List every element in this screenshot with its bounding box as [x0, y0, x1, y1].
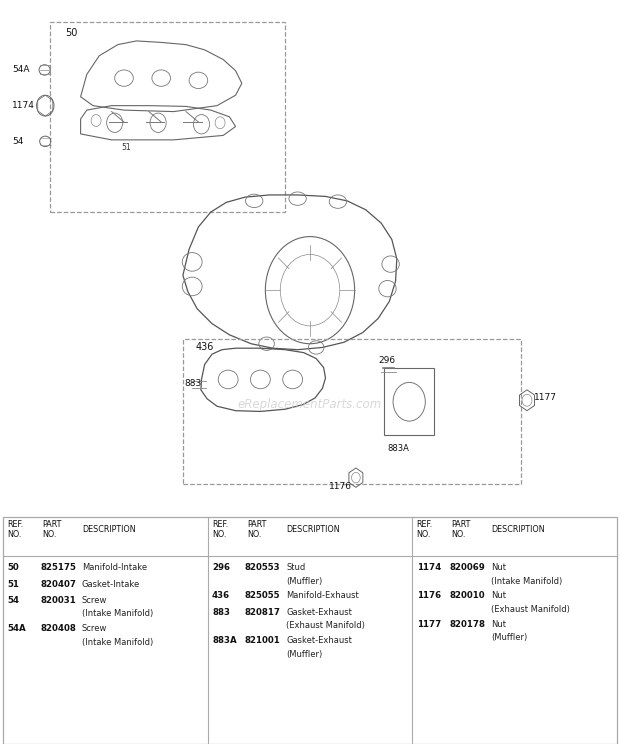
Text: 296: 296 — [212, 563, 230, 572]
Text: NO.: NO. — [212, 530, 226, 539]
Text: 1176: 1176 — [329, 482, 352, 491]
Text: 1177: 1177 — [534, 393, 557, 402]
Text: 820553: 820553 — [245, 563, 280, 572]
Text: NO.: NO. — [42, 530, 56, 539]
Text: REF.: REF. — [7, 520, 24, 529]
Text: 54A: 54A — [7, 624, 26, 633]
Text: 825175: 825175 — [40, 563, 76, 572]
Text: (Exhaust Manifold): (Exhaust Manifold) — [491, 605, 570, 614]
Text: NO.: NO. — [247, 530, 261, 539]
Text: Manifold-Exhaust: Manifold-Exhaust — [286, 591, 359, 600]
Text: (Intake Manifold): (Intake Manifold) — [82, 638, 153, 647]
Text: 54: 54 — [7, 596, 19, 605]
Text: PART: PART — [42, 520, 61, 529]
Text: 820817: 820817 — [245, 608, 281, 617]
Text: 825055: 825055 — [245, 591, 280, 600]
Text: (Muffler): (Muffler) — [286, 577, 322, 586]
Text: 820010: 820010 — [450, 591, 485, 600]
Text: Stud: Stud — [286, 563, 306, 572]
Text: NO.: NO. — [7, 530, 22, 539]
Text: PART: PART — [247, 520, 266, 529]
Text: REF.: REF. — [417, 520, 433, 529]
Bar — [384, 368, 434, 435]
Text: (Muffler): (Muffler) — [286, 650, 322, 658]
Text: DESCRIPTION: DESCRIPTION — [286, 525, 340, 533]
Text: 820407: 820407 — [40, 580, 76, 589]
Text: (Intake Manifold): (Intake Manifold) — [82, 609, 153, 618]
Text: 820031: 820031 — [40, 596, 76, 605]
Text: 820408: 820408 — [40, 624, 76, 633]
Text: 51: 51 — [7, 580, 19, 589]
Text: NO.: NO. — [417, 530, 431, 539]
Text: REF.: REF. — [212, 520, 228, 529]
Text: 820069: 820069 — [450, 563, 485, 572]
Text: 821001: 821001 — [245, 636, 281, 645]
Text: NO.: NO. — [451, 530, 466, 539]
Text: 1174: 1174 — [417, 563, 441, 572]
Text: Nut: Nut — [491, 620, 506, 629]
Text: Nut: Nut — [491, 563, 506, 572]
Text: 883: 883 — [185, 379, 202, 388]
Text: 820178: 820178 — [450, 620, 485, 629]
Text: (Exhaust Manifold): (Exhaust Manifold) — [286, 621, 365, 630]
Text: Manifold-Intake: Manifold-Intake — [82, 563, 147, 572]
Text: Screw: Screw — [82, 596, 107, 605]
Text: eReplacementParts.com: eReplacementParts.com — [238, 398, 382, 411]
Text: DESCRIPTION: DESCRIPTION — [82, 525, 135, 533]
Text: Gasket-Exhaust: Gasket-Exhaust — [286, 608, 352, 617]
Text: 296: 296 — [378, 356, 396, 365]
Text: (Intake Manifold): (Intake Manifold) — [491, 577, 562, 586]
Text: 883A: 883A — [212, 636, 237, 645]
Text: (Muffler): (Muffler) — [491, 633, 527, 642]
Text: 54A: 54A — [12, 65, 30, 74]
Text: 54: 54 — [12, 137, 24, 146]
Text: 1176: 1176 — [417, 591, 441, 600]
Text: 50: 50 — [7, 563, 19, 572]
Text: 51: 51 — [121, 143, 131, 152]
Text: 883: 883 — [212, 608, 230, 617]
Text: 436: 436 — [212, 591, 230, 600]
Text: Gasket-Intake: Gasket-Intake — [82, 580, 140, 589]
Text: PART: PART — [451, 520, 471, 529]
Text: 1177: 1177 — [417, 620, 441, 629]
Text: 883A: 883A — [388, 444, 409, 453]
Bar — [3, 517, 617, 744]
Text: Nut: Nut — [491, 591, 506, 600]
Text: Gasket-Exhaust: Gasket-Exhaust — [286, 636, 352, 645]
Text: 50: 50 — [65, 28, 78, 37]
Text: 1174: 1174 — [12, 101, 35, 110]
Text: 436: 436 — [195, 342, 214, 352]
Text: Screw: Screw — [82, 624, 107, 633]
Text: DESCRIPTION: DESCRIPTION — [491, 525, 544, 533]
